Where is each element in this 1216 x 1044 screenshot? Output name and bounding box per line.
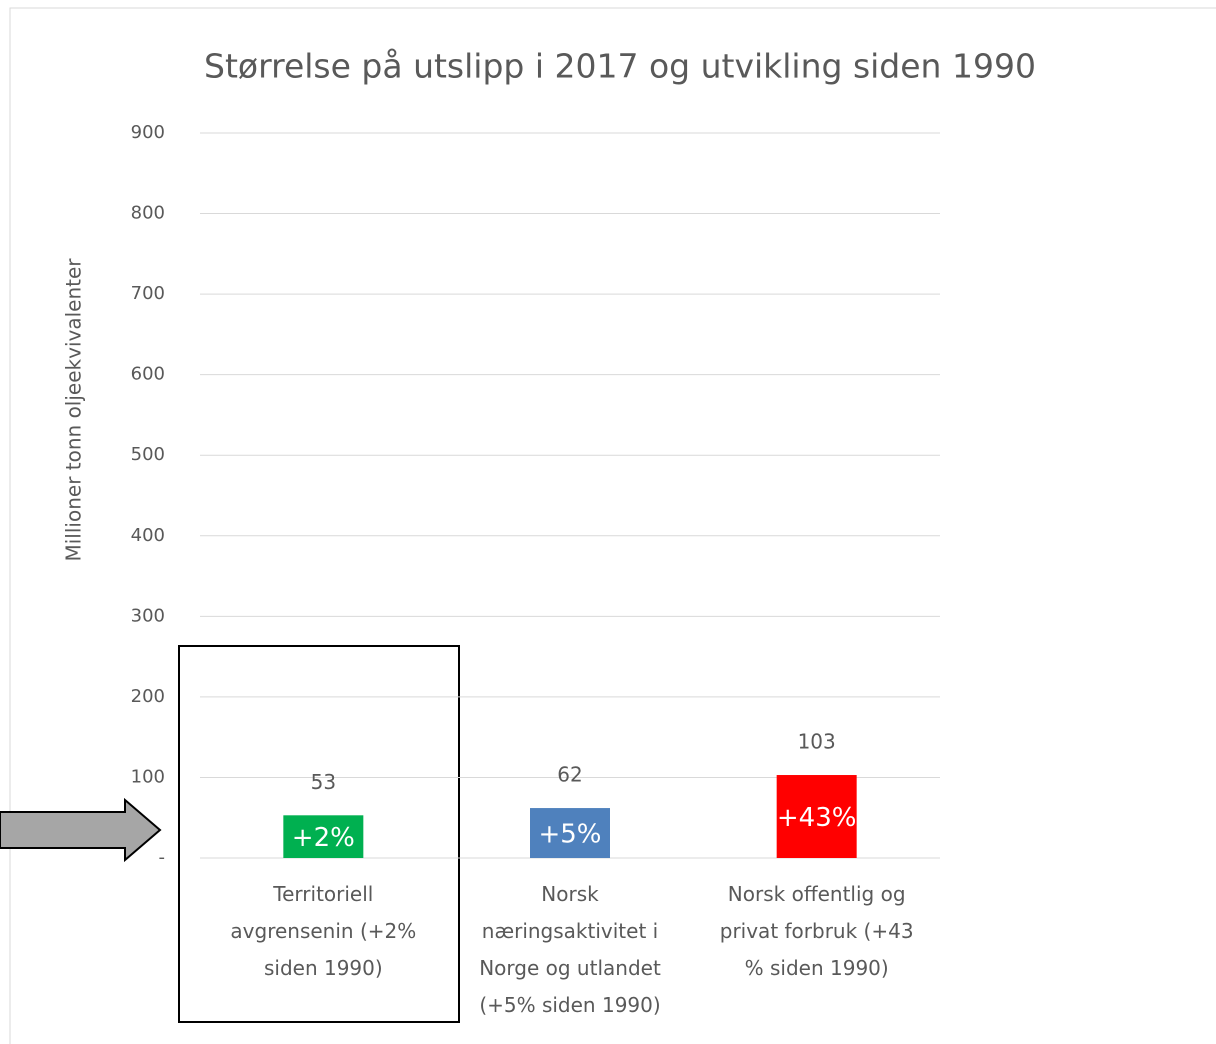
chart-title: Størrelse på utslipp i 2017 og utvikling… xyxy=(204,47,1036,86)
bar-annotation: +43% xyxy=(777,803,857,833)
data-label: 53 xyxy=(311,770,336,794)
data-label: 103 xyxy=(798,730,836,754)
y-tick-label: 800 xyxy=(131,203,165,224)
bar-annotation: +5% xyxy=(538,820,601,850)
x-tick-label: Norsk næringsaktivitet i Norge og utlandet… xyxy=(479,882,661,1017)
arrow xyxy=(0,797,162,863)
highlight-box xyxy=(178,645,460,1023)
y-tick-label: 400 xyxy=(131,525,165,546)
y-tick-label: 500 xyxy=(131,444,165,465)
bar-annotation: +2% xyxy=(292,823,355,853)
data-label: 62 xyxy=(557,763,582,787)
y-tick-label: 900 xyxy=(131,122,165,143)
x-tick-label: Territoriell avgrensenin (+2% siden 1990) xyxy=(230,882,416,980)
y-tick-label: 100 xyxy=(131,766,165,787)
bar xyxy=(530,808,610,858)
y-axis-label: Millioner tonn oljeekvivalenter xyxy=(62,258,86,562)
x-tick-label: Norsk offentlig og privat forbruk (+43% s… xyxy=(720,882,914,980)
y-tick-label: 300 xyxy=(131,605,165,626)
y-tick-label: - xyxy=(159,847,166,868)
chart-frame xyxy=(9,7,1216,1044)
bar xyxy=(283,815,364,858)
y-tick-label: 700 xyxy=(131,283,165,304)
y-tick-label: 600 xyxy=(131,364,165,385)
bar xyxy=(776,775,857,858)
y-tick-label: 200 xyxy=(131,686,165,707)
